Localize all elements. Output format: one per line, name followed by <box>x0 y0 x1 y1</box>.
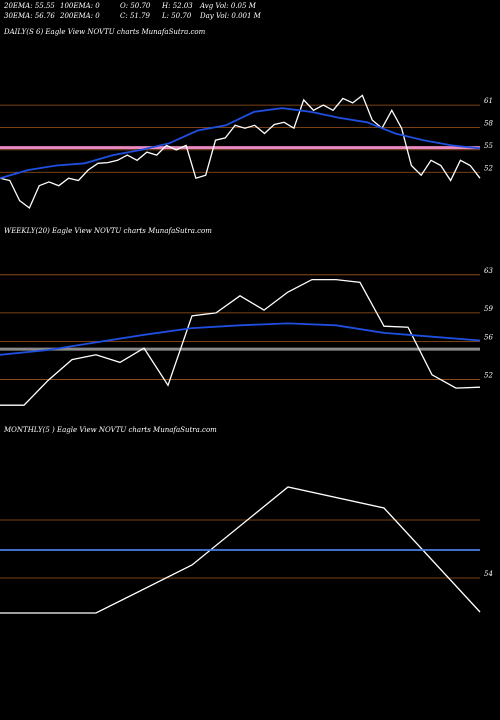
panel-title: DAILY(S 6) Eagle View NOVTU charts Munaf… <box>3 28 206 36</box>
price-line <box>0 94 481 210</box>
header-stat: O: 50.70 <box>120 2 151 10</box>
panel-title: WEEKLY(20) Eagle View NOVTU charts Munaf… <box>4 227 212 235</box>
header-stat: C: 51.79 <box>120 12 151 20</box>
header-stat: Day Vol: 0.001 M <box>199 12 262 20</box>
header-stat: L: 50.70 <box>161 12 192 20</box>
y-tick-label: 52 <box>484 372 493 380</box>
header-stat: 200EMA: 0 <box>59 12 100 20</box>
y-tick-label: 52 <box>484 164 493 172</box>
panel-title: MONTHLY(5 ) Eagle View NOVTU charts Muna… <box>3 426 217 434</box>
y-tick-label: 63 <box>484 267 493 275</box>
y-tick-label: 61 <box>484 97 493 105</box>
y-tick-label: 55 <box>484 142 493 150</box>
header-stat: 20EMA: 55.55 <box>3 2 55 10</box>
price-line <box>0 322 481 356</box>
y-tick-label: 56 <box>484 333 493 341</box>
price-line <box>0 107 481 180</box>
y-tick-label: 58 <box>484 120 493 128</box>
price-line <box>0 278 481 406</box>
y-tick-label: 54 <box>484 570 493 578</box>
header-stat: H: 52.03 <box>161 2 193 10</box>
price-line <box>0 486 481 614</box>
header-stat: 30EMA: 56.76 <box>4 12 55 20</box>
y-tick-label: 59 <box>484 305 493 313</box>
header-stat: Avg Vol: 0.05 M <box>199 2 257 10</box>
header-stat: 100EMA: 0 <box>60 2 100 10</box>
